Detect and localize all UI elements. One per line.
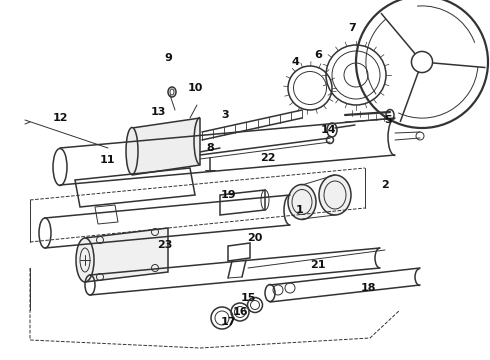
Text: 13: 13 [150,107,166,117]
Text: 17: 17 [220,317,236,327]
Text: 20: 20 [247,233,263,243]
Text: 11: 11 [99,155,115,165]
Text: 23: 23 [157,240,172,250]
Text: 1: 1 [296,205,304,215]
Text: 18: 18 [360,283,376,293]
Text: 16: 16 [232,307,248,317]
Text: 19: 19 [220,190,236,200]
Ellipse shape [319,175,351,215]
Text: 8: 8 [206,143,214,153]
Text: 14: 14 [320,125,336,135]
Ellipse shape [126,127,138,175]
Text: 9: 9 [164,53,172,63]
Text: 15: 15 [240,293,256,303]
Text: 4: 4 [291,57,299,67]
Text: 7: 7 [348,23,356,33]
Ellipse shape [76,238,94,282]
Text: 12: 12 [52,113,68,123]
Polygon shape [132,118,200,175]
Text: 6: 6 [314,50,322,60]
Text: 3: 3 [221,110,229,120]
Polygon shape [85,228,168,282]
Text: 21: 21 [310,260,326,270]
Text: 5: 5 [384,115,392,125]
Text: 10: 10 [187,83,203,93]
Text: 22: 22 [260,153,276,163]
Ellipse shape [288,184,316,220]
Text: 2: 2 [381,180,389,190]
